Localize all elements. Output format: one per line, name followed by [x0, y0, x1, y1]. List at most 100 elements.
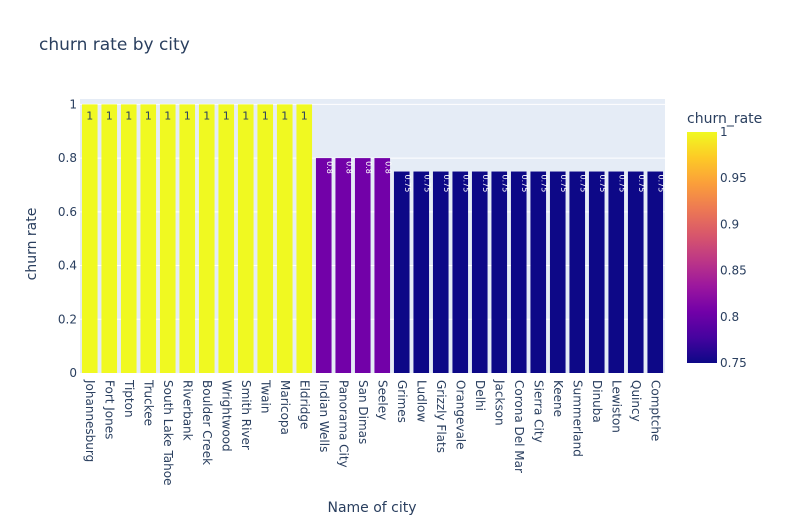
gridlines [80, 103, 665, 320]
colorbar-tick-label: 0.9 [720, 217, 739, 231]
bar [374, 158, 391, 373]
plot-background [80, 99, 665, 373]
x-tick-label: Grizzly Flats [434, 380, 448, 453]
bar-data-label: 1 [125, 109, 132, 122]
bar-data-label: 1 [223, 109, 230, 122]
bar-data-label: 0.75 [598, 175, 607, 193]
bar-data-label: 0.8 [364, 161, 373, 174]
x-tick-label: Maricopa [278, 380, 292, 435]
bar [471, 171, 488, 373]
x-tick-label: Indian Wells [317, 380, 331, 452]
bar [218, 104, 235, 373]
x-axis-title: Name of city [327, 500, 416, 516]
bar-data-label: 0.75 [520, 175, 529, 193]
bar-data-label: 0.75 [637, 175, 646, 193]
bar [530, 171, 547, 373]
colorbar: churn_rate 0.75 0.8 0.85 0.9 0.95 1 [687, 111, 762, 370]
bar-data-label: 0.75 [559, 175, 568, 193]
bar [198, 104, 215, 373]
bar [432, 171, 449, 373]
bar-data-label: 0.8 [325, 161, 334, 174]
bar [393, 171, 410, 373]
bar [354, 158, 371, 373]
bar [413, 171, 430, 373]
bar-data-label: 1 [281, 109, 288, 122]
x-tick-label: Seeley [375, 380, 389, 420]
x-tick-label: San Dimas [356, 380, 370, 444]
y-tick-label: 0.2 [58, 312, 77, 326]
bar [276, 104, 293, 373]
bar [296, 104, 313, 373]
x-tick-label: Riverbank [180, 380, 194, 441]
colorbar-tick-label: 0.8 [720, 310, 739, 324]
x-tick-label: Summerland [570, 380, 584, 457]
x-tick-label: Grimes [395, 380, 409, 423]
bar [491, 171, 508, 373]
bar [140, 104, 157, 373]
bar-data-label: 1 [86, 109, 93, 122]
bar [179, 104, 196, 373]
colorbar-gradient [687, 132, 717, 363]
bar-data-label: 0.75 [461, 175, 470, 193]
bar [569, 171, 586, 373]
x-tick-label: Twain [258, 379, 272, 413]
bar-data-label: 1 [106, 109, 113, 122]
bar [588, 171, 605, 373]
bar-data-label: 0.75 [500, 175, 509, 193]
y-tick-label: 0.8 [58, 151, 77, 165]
chart-title: churn rate by city [39, 35, 190, 55]
bar [237, 104, 254, 373]
x-tick-label: Truckee [141, 379, 155, 426]
bar [315, 158, 332, 373]
colorbar-tick-label: 0.85 [720, 264, 747, 278]
x-tick-label: Tipton [122, 379, 136, 418]
bar-data-label: 0.75 [403, 175, 412, 193]
x-tick-label: Jackson [492, 379, 506, 426]
x-tick-label: Johannesburg [83, 379, 97, 462]
y-tick-label: 0 [69, 366, 77, 380]
x-tick-label: Orangevale [453, 380, 467, 450]
bar-data-label: 0.8 [344, 161, 353, 174]
x-tick-label: Lewiston [609, 380, 623, 433]
bar-labels: 1 1 1 1 1 1 1 1 1 1 1 10.8 0.8 0.8 0.80.75 0.75 0.75 0.75… [86, 109, 665, 192]
y-axis-title: churn rate [24, 208, 40, 281]
x-tick-label: Wrightwood [219, 380, 233, 452]
bar-data-label: 1 [242, 109, 249, 122]
bar-data-label: 0.75 [481, 175, 490, 193]
colorbar-title: churn_rate [687, 111, 762, 127]
x-tick-label: Sierra City [531, 380, 545, 443]
bar [81, 104, 98, 373]
bar-data-label: 1 [262, 109, 269, 122]
x-tick-label: Quincy [629, 380, 643, 422]
x-tick-label: Fort Jones [102, 380, 116, 439]
bar-data-label: 0.8 [383, 161, 392, 174]
bar-data-label: 0.75 [442, 175, 451, 193]
bar-data-label: 0.75 [656, 175, 665, 193]
bar [510, 171, 527, 373]
bar-data-label: 0.75 [617, 175, 626, 193]
bar [120, 104, 137, 373]
bar [627, 171, 644, 373]
bar-data-label: 0.75 [578, 175, 587, 193]
colorbar-ticks: 0.75 0.8 0.85 0.9 0.95 1 [720, 125, 747, 370]
bar-data-label: 1 [184, 109, 191, 122]
bars [81, 104, 664, 373]
bar [257, 104, 274, 373]
x-tick-label: Keene [551, 380, 565, 417]
x-axis-ticks: Johannesburg Fort Jones Tipton Truckee South… [83, 379, 663, 485]
x-tick-label: Smith River [239, 380, 253, 450]
colorbar-tick-label: 1 [720, 125, 728, 139]
x-tick-label: Boulder Creek [200, 380, 214, 465]
x-tick-label: Panorama City [336, 380, 350, 468]
bar [335, 158, 352, 373]
y-axis-ticks: 0 0.2 0.4 0.6 0.8 1 [58, 97, 77, 380]
bar-data-label: 1 [145, 109, 152, 122]
bar-data-label: 0.75 [539, 175, 548, 193]
bar-data-label: 1 [301, 109, 308, 122]
x-tick-label: Ludlow [414, 380, 428, 422]
bar [159, 104, 176, 373]
bar [647, 171, 664, 373]
colorbar-tick-label: 0.95 [720, 171, 747, 185]
colorbar-tick-label: 0.75 [720, 356, 747, 370]
